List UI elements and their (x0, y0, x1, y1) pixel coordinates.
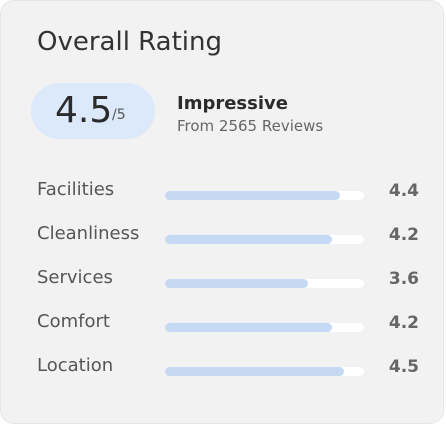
rating-track (165, 235, 364, 244)
card-title: Overall Rating (37, 27, 223, 57)
rating-bar (165, 279, 309, 288)
rating-value: 4.5 (388, 357, 419, 377)
rating-label: Services (37, 267, 113, 288)
rating-value: 3.6 (388, 269, 419, 289)
score: 4.5 (55, 90, 113, 131)
rating-label: Comfort (37, 311, 110, 332)
score-badge: 4.5 /5 (31, 83, 155, 139)
rating-bar (165, 191, 341, 200)
rating-label: Cleanliness (37, 223, 140, 244)
rating-value: 4.2 (388, 313, 419, 333)
rating-value: 4.2 (388, 225, 419, 245)
rating-value: 4.4 (388, 181, 419, 201)
rating-label: Facilities (37, 179, 115, 200)
rating-track (165, 367, 364, 376)
rating-track (165, 191, 364, 200)
rating-track (165, 323, 364, 332)
rating-bar (165, 235, 333, 244)
review-count: From 2565 Reviews (177, 117, 324, 135)
verdict: Impressive (177, 93, 288, 114)
rating-label: Location (37, 355, 114, 376)
rating-bar (165, 367, 345, 376)
score-suffix: /5 (112, 107, 126, 123)
rating-track (165, 279, 364, 288)
rating-bar (165, 323, 333, 332)
